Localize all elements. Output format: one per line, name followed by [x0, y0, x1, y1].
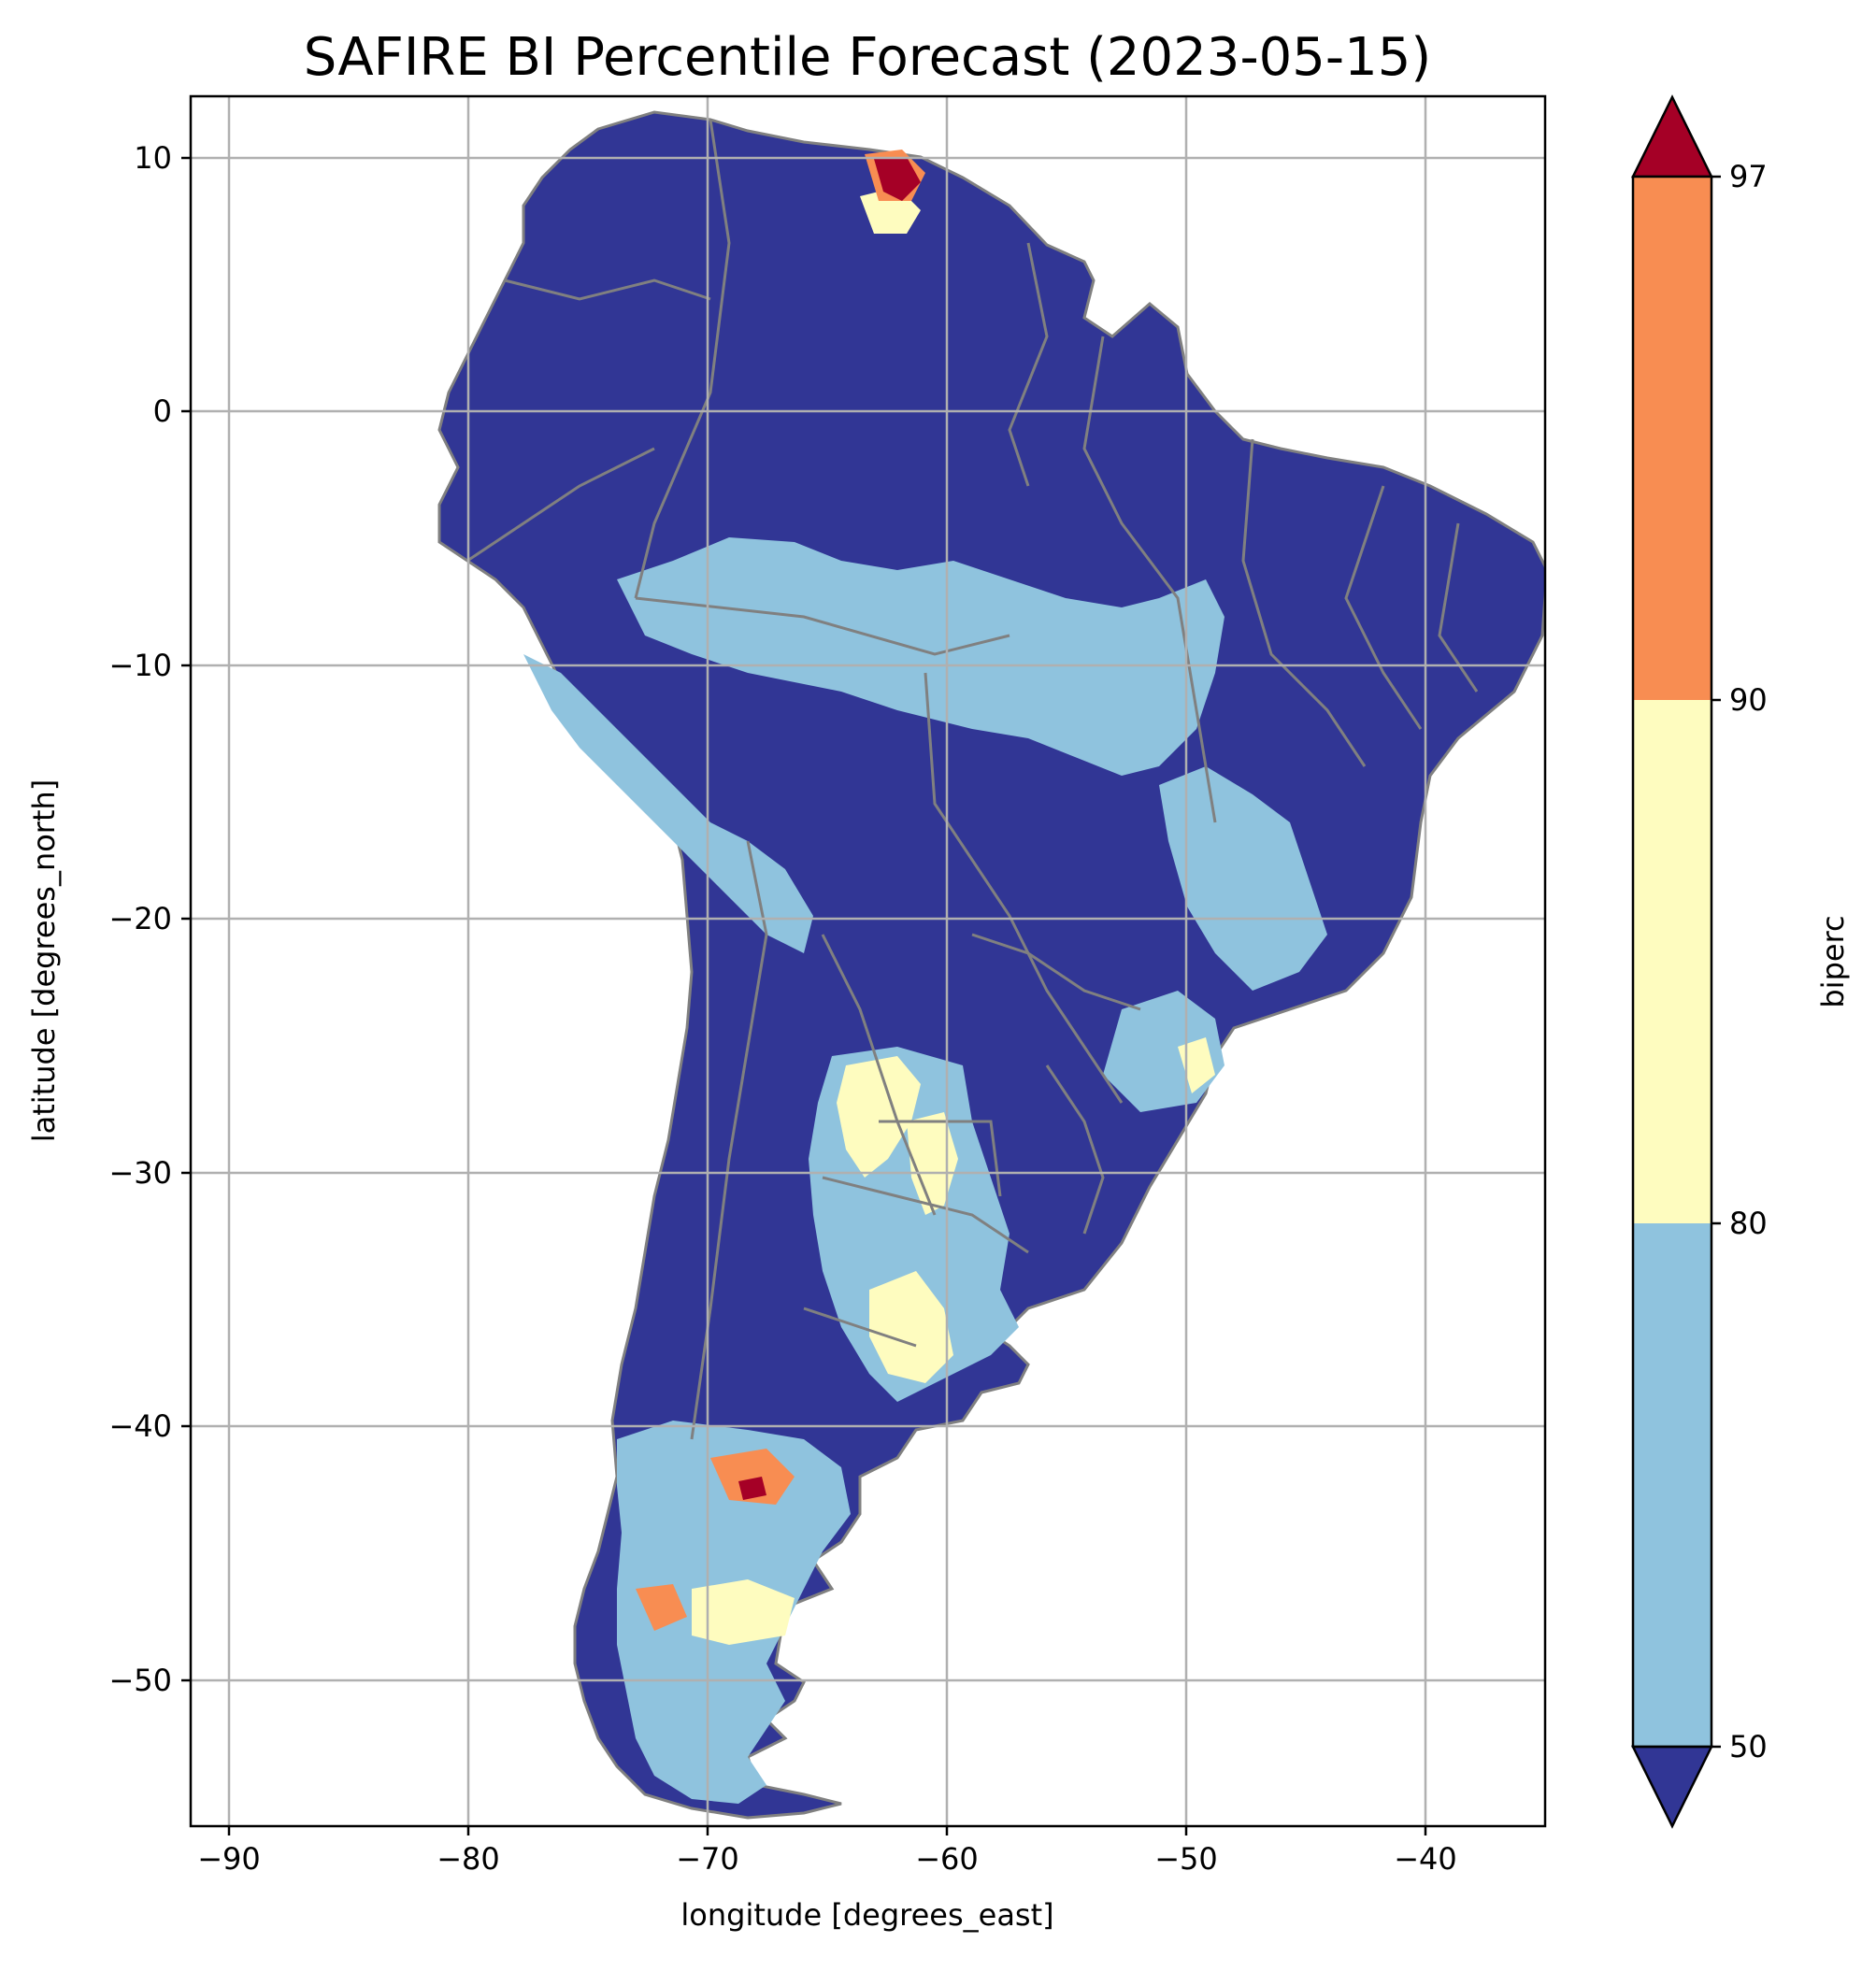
region-very-high-south-patagonia	[636, 1584, 687, 1631]
region-mid-andes	[523, 654, 813, 953]
y-axis-label: latitude [degrees_north]	[26, 779, 62, 1143]
y-tick-label: 0	[153, 393, 172, 429]
colorbar-tick-label: 80	[1729, 1206, 1768, 1241]
region-extreme-patagonia	[738, 1477, 766, 1500]
continent-landmass	[437, 110, 1545, 1820]
y-axis	[181, 156, 191, 1682]
colorbar-tick-label: 97	[1729, 159, 1768, 194]
region-high-argentina-north	[837, 1056, 921, 1178]
x-axis-label: longitude [degrees_east]	[680, 1897, 1053, 1933]
colorbar: 97 90 80 50 biperc	[1630, 94, 1851, 1829]
colorbar-bin-90-97	[1633, 177, 1711, 700]
y-tick-label: −20	[108, 901, 172, 936]
x-tick-label: −70	[676, 1841, 739, 1877]
colorbar-extend-bottom	[1630, 1745, 1714, 1829]
colorbar-bin-50-80	[1633, 1223, 1711, 1747]
x-tick-label: −60	[915, 1841, 979, 1877]
y-tick-label: 10	[134, 140, 172, 176]
chart-title: SAFIRE BI Percentile Forecast (2023-05-1…	[304, 27, 1431, 88]
region-high-patagonia	[692, 1579, 795, 1645]
y-tick-label: −30	[108, 1155, 172, 1191]
axes-frame	[189, 94, 1547, 1828]
colorbar-frame	[1631, 175, 1713, 1749]
x-tick-label: −50	[1154, 1841, 1218, 1877]
region-high-pampas	[869, 1271, 953, 1383]
x-axis	[227, 1826, 1427, 1835]
region-high-argentina-center	[907, 1112, 958, 1215]
gridlines	[191, 96, 1545, 1826]
colorbar-tick-label: 50	[1729, 1729, 1768, 1764]
region-mid-amazon	[617, 537, 1224, 776]
plot-area	[191, 96, 1545, 1826]
x-tick-label: −90	[197, 1841, 261, 1877]
y-tick-label: −50	[108, 1663, 172, 1698]
region-very-high-patagonia	[710, 1449, 795, 1505]
region-extreme-venezuela	[874, 157, 921, 201]
y-tick-label: −10	[108, 648, 172, 683]
colorbar-tick-label: 90	[1729, 682, 1768, 718]
colorbar-bin-80-90	[1633, 700, 1711, 1223]
region-mid-east	[1159, 766, 1327, 991]
colorbar-label: biperc	[1815, 915, 1851, 1007]
map-layer	[437, 110, 1545, 1820]
x-tick-label: −80	[437, 1841, 500, 1877]
y-tick-label: −40	[108, 1408, 172, 1444]
colorbar-extend-top	[1630, 94, 1714, 179]
x-tick-label: −40	[1394, 1841, 1457, 1877]
